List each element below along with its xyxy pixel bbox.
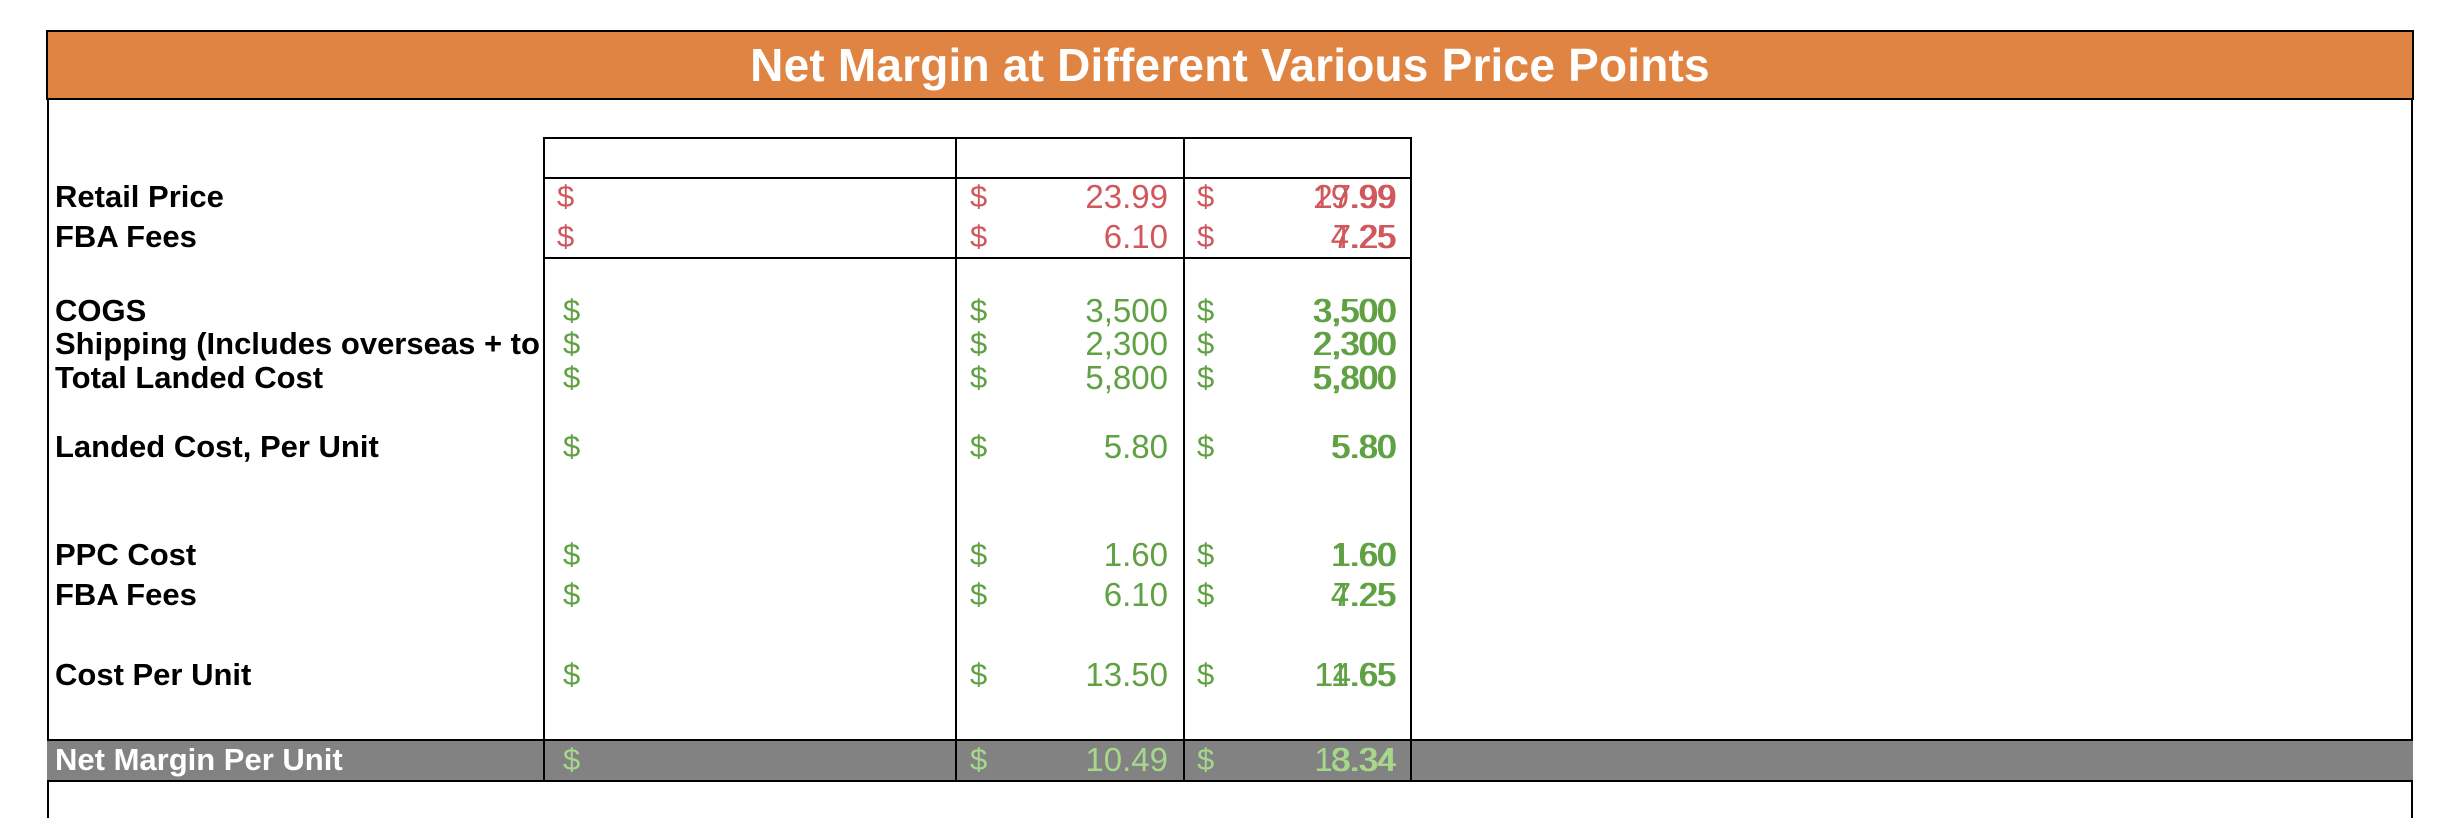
currency-symbol: $ <box>970 219 988 254</box>
row-label-fba-fees: FBA Fees <box>55 577 197 612</box>
currency-symbol: $ <box>1197 577 1215 612</box>
grid-line-top <box>543 137 1412 139</box>
cell-total-landed-cost: 5,800 <box>1312 359 1395 396</box>
row-label-cogs: COGS <box>55 293 147 328</box>
cell-net-margin-per-unit: 10.49 <box>1085 741 1168 778</box>
cell-shipping: 2,300 <box>1312 325 1395 362</box>
currency-symbol: $ <box>1197 657 1215 692</box>
currency-symbol: $ <box>563 429 581 464</box>
currency-symbol: $ <box>563 326 581 361</box>
cell-fba-fees: 4.25 <box>1330 576 1395 613</box>
grid-line-col0 <box>543 137 545 782</box>
grid-line-col3 <box>1410 137 1412 782</box>
title-bar: Net Margin at Different Various Price Po… <box>46 30 2414 100</box>
currency-symbol: $ <box>563 577 581 612</box>
cell-ppc-cost: 1.60 <box>1103 536 1168 573</box>
currency-symbol: $ <box>1197 326 1215 361</box>
spreadsheet-area <box>47 31 2413 818</box>
net-margin-row <box>47 739 2413 782</box>
currency-symbol: $ <box>563 657 581 692</box>
cell-fba-fees-top: 6.10 <box>1103 218 1168 255</box>
currency-symbol: $ <box>970 657 988 692</box>
cell-total-landed-cost: 5,800 <box>1085 359 1168 396</box>
grid-line-header <box>543 177 1412 179</box>
currency-symbol: $ <box>970 360 988 395</box>
cell-landed-cost-per-unit: 5.80 <box>1330 428 1395 465</box>
cell-net-margin-per-unit: 8.34 <box>1330 741 1395 778</box>
cell-net-margin-per-unit: 13.34 <box>1314 741 1397 778</box>
currency-symbol: $ <box>1197 179 1215 214</box>
cell-cogs: 3,500 <box>1312 292 1395 329</box>
cell-cogs: 3,500 <box>1085 292 1168 329</box>
currency-symbol: $ <box>1197 429 1215 464</box>
currency-symbol: $ <box>970 429 988 464</box>
cell-shipping: 2,300 <box>1085 325 1168 362</box>
row-label-total-landed-cost: Total Landed Cost <box>55 360 324 395</box>
currency-symbol: $ <box>970 537 988 572</box>
row-label-fba-fees-top: FBA Fees <box>55 219 197 254</box>
grid-line-fees <box>543 257 1412 259</box>
currency-symbol: $ <box>970 293 988 328</box>
currency-symbol: $ <box>1197 219 1215 254</box>
cell-ppc-cost: 1.60 <box>1330 536 1395 573</box>
cell-landed-cost-per-unit: 5.80 <box>1103 428 1168 465</box>
currency-symbol: $ <box>557 219 575 254</box>
cell-retail-price: 19.99 <box>1312 178 1395 215</box>
cell-cost-per-unit: 14.65 <box>1314 656 1397 693</box>
cell-ppc-cost: 1.60 <box>1332 536 1397 573</box>
row-label-cost-per-unit: Cost Per Unit <box>55 657 252 692</box>
currency-symbol: $ <box>563 360 581 395</box>
currency-symbol: $ <box>563 537 581 572</box>
row-label-shipping: Shipping (Includes overseas + to Amazon) <box>55 327 545 361</box>
currency-symbol: $ <box>1197 537 1215 572</box>
row-label-net-margin-per-unit: Net Margin Per Unit <box>55 742 343 777</box>
currency-symbol: $ <box>970 326 988 361</box>
currency-symbol: $ <box>970 577 988 612</box>
cell-fba-fees: 7.25 <box>1332 576 1397 613</box>
cell-fba-fees-top: 7.25 <box>1332 218 1397 255</box>
grid-line-col1 <box>955 137 957 782</box>
currency-symbol: $ <box>1197 360 1215 395</box>
cell-shipping: 2,300 <box>1314 325 1397 362</box>
cell-cogs: 3,500 <box>1314 292 1397 329</box>
cell-total-landed-cost: 5,800 <box>1314 359 1397 396</box>
cell-fba-fees: 6.10 <box>1103 576 1168 613</box>
currency-symbol: $ <box>563 742 581 777</box>
cell-retail-price: 27.99 <box>1314 178 1397 215</box>
page-title: Net Margin at Different Various Price Po… <box>750 39 1710 91</box>
cell-landed-cost-per-unit: 5.80 <box>1332 428 1397 465</box>
currency-symbol: $ <box>1197 742 1215 777</box>
row-label-retail-price: Retail Price <box>55 179 224 214</box>
cell-cost-per-unit: 11.65 <box>1314 656 1395 693</box>
row-label-ppc-cost: PPC Cost <box>55 537 197 572</box>
currency-symbol: $ <box>970 742 988 777</box>
cell-cost-per-unit: 13.50 <box>1085 656 1168 693</box>
cell-fba-fees-top: 4.25 <box>1330 218 1395 255</box>
currency-symbol: $ <box>557 179 575 214</box>
currency-symbol: $ <box>970 179 988 214</box>
currency-symbol: $ <box>563 293 581 328</box>
grid-line-col2 <box>1183 137 1185 782</box>
currency-symbol: $ <box>1197 293 1215 328</box>
row-label-landed-cost-per-unit: Landed Cost, Per Unit <box>55 429 379 464</box>
cell-retail-price: 23.99 <box>1085 178 1168 215</box>
